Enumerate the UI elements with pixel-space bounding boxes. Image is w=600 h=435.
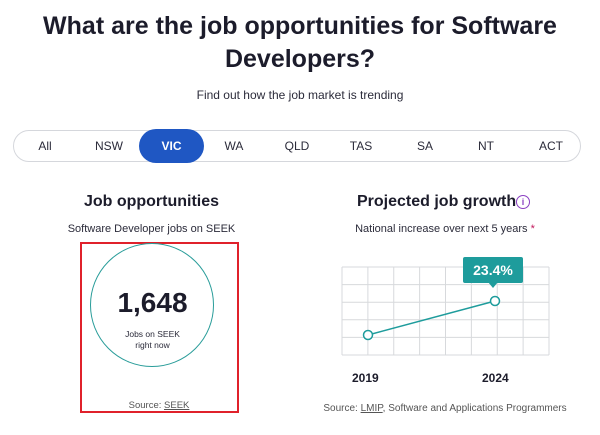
lmip-source-suffix: , Software and Applications Programmers	[382, 403, 567, 414]
tab-vic[interactable]: VIC	[139, 129, 204, 163]
seek-source-link[interactable]: SEEK	[164, 400, 190, 411]
page-title: What are the job opportunities for Softw…	[0, 10, 600, 76]
growth-badge: 23.4%	[463, 257, 523, 283]
x-label-2019: 2019	[352, 371, 379, 385]
jobs-count-label: Jobs on SEEK right now	[104, 329, 201, 351]
page-subtitle: Find out how the job market is trending	[196, 88, 404, 102]
job-opportunities-heading: Job opportunities	[83, 193, 220, 210]
jobs-count-label-line1: Jobs on SEEK	[125, 329, 180, 339]
seek-source-prefix: Source:	[128, 400, 162, 411]
asterisk: *	[530, 223, 535, 235]
lmip-source-prefix: Source:	[323, 403, 358, 414]
state-tabs: All NSW VIC WA QLD TAS SA NT ACT	[13, 129, 581, 163]
data-point-2019	[362, 329, 374, 341]
jobs-count: 1,648	[117, 287, 188, 318]
jobs-count-label-line2: right now	[135, 340, 170, 350]
seek-source: Source: SEEK	[84, 400, 234, 411]
x-label-2024: 2024	[482, 371, 509, 385]
tab-sa[interactable]: SA	[416, 139, 433, 153]
projected-growth-heading: Projected job growth	[357, 193, 517, 210]
growth-badge-pointer	[488, 282, 498, 288]
tab-nt[interactable]: NT	[478, 139, 494, 153]
tab-qld[interactable]: QLD	[284, 139, 310, 153]
lmip-source: Source: LMIP, Software and Applications …	[300, 403, 590, 414]
jobs-count-circle	[90, 243, 214, 367]
lmip-source-link[interactable]: LMIP	[360, 403, 383, 414]
tab-wa[interactable]: WA	[224, 139, 244, 153]
page-title-line1: What are the job opportunities for Softw…	[43, 12, 557, 40]
job-opportunities-description: Software Developer jobs on SEEK	[67, 223, 236, 235]
tab-nsw[interactable]: NSW	[95, 139, 123, 153]
chart-grid	[341, 266, 550, 356]
info-icon[interactable]: i	[516, 195, 530, 209]
tab-act[interactable]: ACT	[539, 139, 563, 153]
growth-line	[367, 300, 496, 336]
data-point-2024	[489, 295, 501, 307]
page-title-line2: Developers?	[224, 45, 376, 73]
projected-growth-description: National increase over next 5 years *	[300, 223, 590, 235]
projected-growth-description-text: National increase over next 5 years	[355, 223, 528, 235]
tab-all[interactable]: All	[38, 139, 52, 153]
tab-tas[interactable]: TAS	[349, 139, 373, 153]
